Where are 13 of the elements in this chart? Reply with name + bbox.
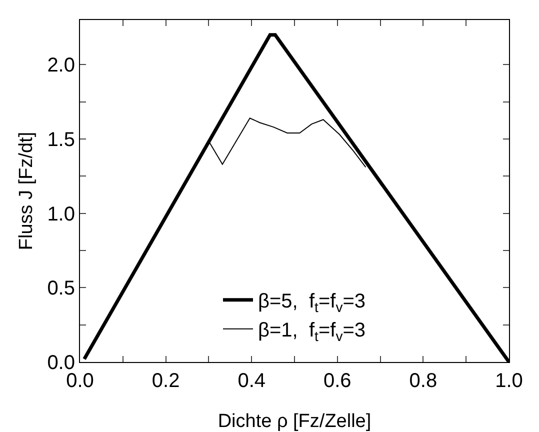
- x-axis-title: Dichte ρ [Fz/Zelle]: [218, 411, 372, 432]
- x-tick-label: 1.0: [495, 370, 523, 392]
- y-tick-label: 2.0: [47, 54, 75, 77]
- x-tick-label: 0.4: [238, 370, 266, 392]
- x-tick-label: 0.6: [323, 370, 352, 392]
- y-tick-label: 1.0: [47, 203, 75, 226]
- legend-label: β=5, f$_{t}$=f$_{v}$=3: [258, 290, 366, 315]
- y-axis-title: Fluss J [Fz/dt]: [16, 132, 37, 250]
- x-tick-label: 0.8: [409, 370, 438, 392]
- y-tick-label: 0.5: [47, 278, 75, 300]
- legend-label: β=1, f$_{t}$=f$_{v}$=3: [258, 320, 366, 344]
- x-tick-label: 0.2: [152, 370, 180, 392]
- y-tick-label: 1.5: [47, 128, 75, 151]
